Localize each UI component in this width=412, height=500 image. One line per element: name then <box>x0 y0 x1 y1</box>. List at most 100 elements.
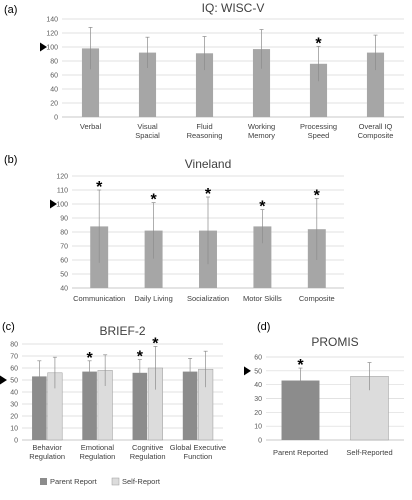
bar <box>195 53 214 117</box>
category-label: Overall IQ <box>359 122 393 131</box>
y-tick-label: 10 <box>10 426 18 433</box>
y-tick-label: 140 <box>46 17 58 24</box>
panel-c: (c) BRIEF-201020304050607080BehaviorRegul… <box>0 321 226 486</box>
category-label: Self-Reported <box>346 448 392 457</box>
y-tick-label: 0 <box>54 115 58 122</box>
bar <box>32 376 47 440</box>
category-label: Regulation <box>29 452 65 461</box>
y-tick-label: 70 <box>10 354 18 361</box>
reference-arrow-icon <box>244 366 251 376</box>
y-tick-label: 0 <box>14 438 18 445</box>
category-label: Parent Reported <box>273 448 328 457</box>
y-tick-label: 60 <box>254 355 262 362</box>
bar <box>81 48 100 117</box>
category-label: Reasoning <box>187 131 223 140</box>
bar <box>366 52 385 117</box>
y-tick-label: 80 <box>50 59 58 66</box>
panel-a: (a) IQ: WISC-V 0 20 40 60 80 100 120 140 Verbal Vis… <box>4 1 404 140</box>
chart-title: Vineland <box>185 157 232 171</box>
panel-label: (c) <box>2 321 15 333</box>
y-tick-label: 50 <box>254 368 262 375</box>
y-tick-label: 40 <box>10 390 18 397</box>
y-tick-label: 30 <box>254 396 262 403</box>
bar <box>309 63 328 117</box>
y-tick-label: 80 <box>60 230 68 237</box>
category-label: Function <box>183 452 212 461</box>
panel-d: (d) PROMIS 0 10 20 30 40 50 60 * Parent Reported Se… <box>244 321 404 457</box>
y-tick-label: 50 <box>10 378 18 385</box>
chart-title: PROMIS <box>311 335 358 349</box>
legend-swatch <box>40 478 47 485</box>
reference-arrow-icon <box>50 199 57 209</box>
significance-marker: * <box>96 179 103 196</box>
y-tick-label: 100 <box>56 202 68 209</box>
chart-title: IQ: WISC-V <box>202 1 265 15</box>
category-label: Working <box>248 122 275 131</box>
bar <box>144 230 163 288</box>
y-tick-label: 120 <box>56 174 68 181</box>
y-tick-label: 100 <box>46 45 58 52</box>
bar <box>182 371 198 440</box>
y-tick-label: 60 <box>60 258 68 265</box>
y-tick-label: 40 <box>50 87 58 94</box>
reference-arrow-icon <box>0 375 7 385</box>
category-label: Processing <box>300 122 337 131</box>
category-label: Behavior <box>32 443 62 452</box>
category-label: Composite <box>299 294 335 303</box>
panel-label: (b) <box>4 154 17 166</box>
y-tick-label: 50 <box>60 272 68 279</box>
y-tick-label: 120 <box>46 31 58 38</box>
panel-b: (b) Vineland 40 50 60 70 80 90 100 110 120 * Communi… <box>4 154 344 303</box>
category-label: Daily Living <box>134 294 172 303</box>
category-label: Socialization <box>187 294 229 303</box>
legend-label: Parent Report <box>50 477 98 486</box>
category-label: Regulation <box>79 452 115 461</box>
category-label: Global Executive <box>170 443 226 452</box>
y-tick-label: 70 <box>60 244 68 251</box>
significance-marker: * <box>150 192 157 209</box>
category-label: Emotional <box>81 443 115 452</box>
y-tick-label: 20 <box>254 410 262 417</box>
category-label: Visual <box>137 122 158 131</box>
y-tick-label: 60 <box>50 73 58 80</box>
significance-marker: * <box>86 350 93 367</box>
y-tick-label: 10 <box>254 424 262 431</box>
y-tick-label: 110 <box>57 188 68 195</box>
significance-marker: * <box>315 35 322 52</box>
bar <box>253 226 272 288</box>
bar <box>82 371 97 440</box>
significance-marker: * <box>259 199 266 216</box>
category-label: Composite <box>358 131 394 140</box>
significance-marker: * <box>205 186 212 203</box>
legend-label: Self-Report <box>122 477 161 486</box>
category-label: Spacial <box>135 131 160 140</box>
significance-marker: * <box>152 335 159 352</box>
y-tick-label: 0 <box>258 438 262 445</box>
reference-arrow-icon <box>40 42 47 52</box>
significance-marker: * <box>137 349 144 366</box>
category-label: Communication <box>73 294 125 303</box>
legend-swatch <box>111 477 120 486</box>
y-tick-label: 90 <box>60 216 68 223</box>
bar <box>138 52 157 117</box>
y-tick-label: 30 <box>10 402 18 409</box>
panel-label: (a) <box>4 4 17 16</box>
y-tick-label: 40 <box>254 382 262 389</box>
y-tick-label: 40 <box>60 286 68 293</box>
category-label: Verbal <box>80 122 102 131</box>
y-tick-label: 20 <box>50 101 58 108</box>
y-tick-label: 80 <box>10 342 18 349</box>
significance-marker: * <box>297 357 304 374</box>
chart-title: BRIEF-2 <box>99 324 145 338</box>
category-label: Memory <box>248 131 275 140</box>
category-label: Speed <box>308 131 330 140</box>
panel-label: (d) <box>257 321 270 333</box>
category-label: Cognitive <box>132 443 163 452</box>
bar <box>132 372 148 440</box>
category-label: Fluid <box>196 122 212 131</box>
bar <box>252 49 271 117</box>
y-tick-label: 20 <box>10 414 18 421</box>
y-tick-label: 60 <box>10 366 18 373</box>
category-label: Motor Skills <box>243 294 282 303</box>
